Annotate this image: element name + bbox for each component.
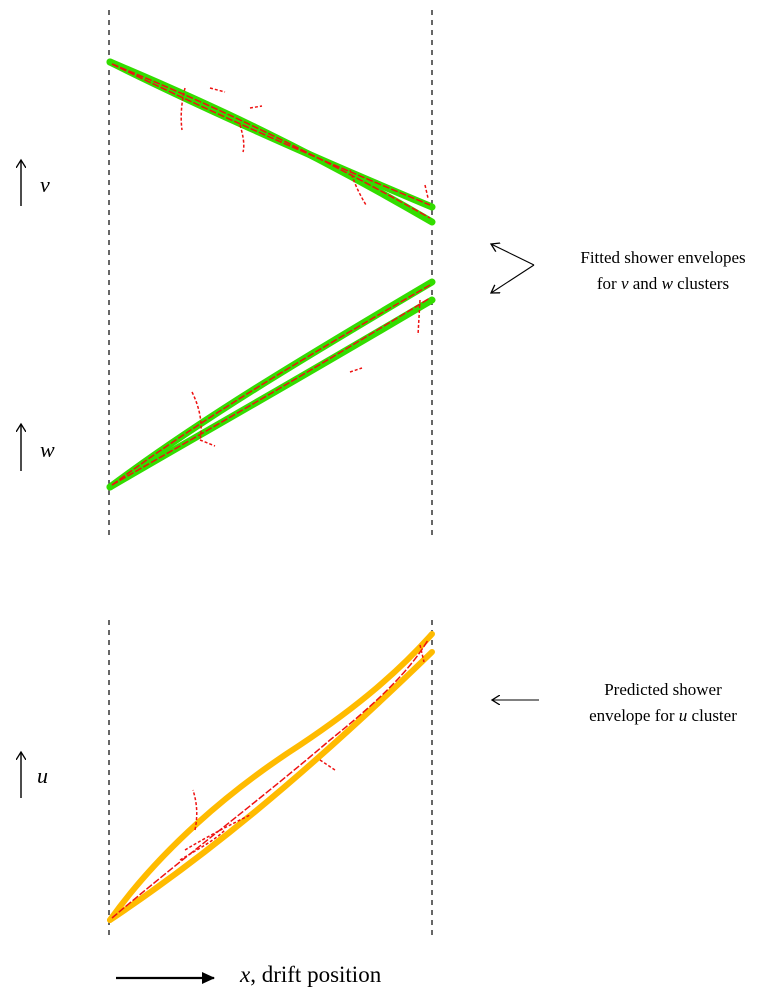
axis-arrows [21,160,214,978]
predicted-envelope-note: Predicted shower envelope for u cluster [543,677,783,729]
fitted-note-line1: Fitted shower envelopes [543,245,783,271]
fitted-envelope-note: Fitted shower envelopes for v and w clus… [543,245,783,297]
annotation-pointers [491,244,539,700]
fitted-note-line2: for v and w clusters [543,271,783,297]
predicted-note-line2: envelope for u cluster [543,703,783,729]
w-axis-label: w [40,437,55,463]
w-envelope [110,282,432,487]
u-view [110,634,432,920]
fork-arrow-icon [491,265,534,293]
fork-arrow-icon [491,244,534,265]
x-axis-label: x, drift position [240,962,381,988]
v-axis-label: v [40,172,50,198]
v-view [110,62,432,222]
u-axis-label: u [37,763,48,789]
predicted-note-line1: Predicted shower [543,677,783,703]
u-envelope [110,634,432,920]
w-view [110,282,432,487]
